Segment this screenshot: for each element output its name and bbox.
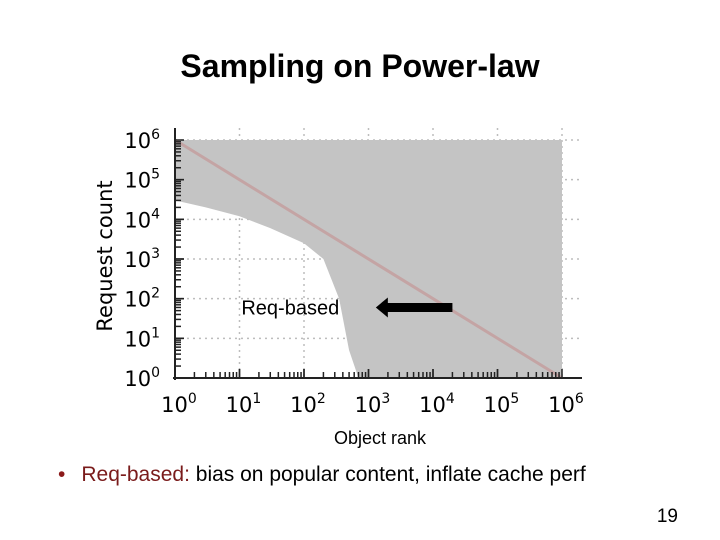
req-based-label: Req-based bbox=[241, 297, 339, 319]
y-tick-label: 103 bbox=[124, 246, 160, 272]
x-tick-label: 106 bbox=[548, 391, 584, 417]
x-tick-label: 102 bbox=[290, 391, 326, 417]
axes bbox=[173, 128, 582, 380]
x-axis-label: Object rank bbox=[334, 428, 427, 448]
bullet-point: • Req-based: bias on popular content, inf… bbox=[58, 463, 586, 487]
bullet-text: bias on popular content, inflate cache p… bbox=[189, 463, 586, 486]
page-number: 19 bbox=[656, 506, 678, 527]
x-tick-label: 105 bbox=[484, 391, 520, 417]
x-tick-label: 103 bbox=[355, 391, 391, 417]
x-tick-label: 100 bbox=[161, 391, 197, 417]
y-axis-label: Request count bbox=[93, 180, 117, 331]
y-tick-label: 101 bbox=[124, 325, 160, 351]
x-tick-label: 101 bbox=[226, 391, 262, 417]
y-tick-label: 106 bbox=[124, 127, 160, 153]
y-tick-labels: 100 101 102 103 104 105 106 bbox=[124, 127, 160, 391]
x-tick-labels: 100 101 102 103 104 105 106 bbox=[161, 391, 584, 417]
y-tick-label: 100 bbox=[124, 365, 160, 391]
power-law-line bbox=[174, 138, 563, 380]
x-tick-label: 104 bbox=[419, 391, 455, 417]
y-tick-label: 102 bbox=[124, 286, 160, 312]
y-tick-label: 104 bbox=[124, 206, 160, 232]
slide-title: Sampling on Power-law bbox=[180, 48, 540, 84]
bullet-highlight: Req-based: bbox=[81, 463, 190, 486]
y-tick-label: 105 bbox=[124, 167, 160, 193]
power-law-line-layer bbox=[174, 138, 563, 380]
left-arrow-icon bbox=[375, 297, 453, 318]
bullet-dot-icon: • bbox=[58, 463, 66, 486]
